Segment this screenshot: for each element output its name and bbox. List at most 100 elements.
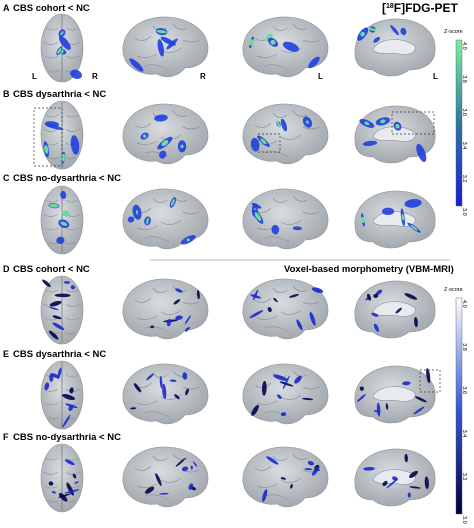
activation-cluster	[282, 375, 290, 390]
activation-cluster	[74, 481, 79, 484]
activation-cluster	[159, 150, 167, 159]
brain-pet-row3-medial	[354, 190, 436, 249]
side-label-l-lateral: L	[318, 72, 323, 81]
brain-surface	[122, 446, 209, 508]
activation-cluster	[184, 326, 190, 332]
panel-d-letter: D	[3, 264, 10, 274]
activation-cluster	[362, 140, 378, 146]
colorbar-tick-label: 3.4	[461, 142, 467, 150]
activation-cluster	[311, 287, 324, 294]
activation-cluster	[144, 486, 155, 494]
activation-cluster	[61, 210, 70, 217]
activation-cluster	[296, 319, 303, 331]
activation-cluster	[162, 383, 167, 400]
colorbar-tick-label: 3.4	[461, 430, 467, 438]
activation-cluster	[157, 39, 165, 57]
activation-cluster	[395, 123, 400, 129]
activation-cluster	[252, 289, 259, 301]
panel-e-title: CBS dysarthria < NC	[13, 349, 106, 360]
activation-cluster	[290, 483, 293, 489]
side-label-l-medial: L	[433, 72, 438, 81]
activation-cluster	[359, 386, 364, 391]
brain-surface	[242, 103, 329, 165]
brain-pet-row2-lateral-left	[242, 103, 329, 165]
activation-cluster	[130, 407, 137, 410]
brain-pet-row1-lateral-right	[122, 16, 209, 78]
brain-surface	[40, 443, 84, 513]
brain-surface	[122, 188, 209, 250]
activation-cluster	[173, 299, 181, 305]
activation-cluster	[60, 221, 68, 226]
brain-vbm-row5-dorsal	[40, 360, 84, 430]
activation-cluster	[277, 394, 282, 399]
panel-c-letter: C	[3, 173, 10, 183]
pet-colorbar-ticks: 4.0 3.8 3.6 3.4 3.2 3.0	[461, 42, 467, 216]
activation-cluster	[44, 145, 49, 154]
activation-cluster	[49, 300, 62, 307]
activation-cluster	[301, 397, 314, 401]
brain-surface	[354, 18, 436, 77]
activation-cluster	[72, 473, 77, 479]
colorbar-tick-label: 3.8	[461, 343, 467, 351]
activation-cluster	[70, 285, 75, 290]
activation-cluster	[356, 394, 366, 403]
activation-cluster	[174, 394, 180, 400]
activation-cluster	[62, 394, 75, 401]
brain-vbm-row6-lateral-right	[122, 446, 209, 508]
activation-cluster	[159, 375, 163, 389]
panel-a-title: CBS cohort < NC	[13, 3, 90, 14]
activation-cluster	[414, 316, 418, 328]
activation-cluster	[280, 477, 286, 480]
highlight-box-b-medial	[391, 111, 435, 135]
panel-b-letter: B	[3, 89, 10, 99]
activation-cluster	[424, 476, 429, 490]
activation-cluster	[58, 36, 71, 50]
activation-cluster	[254, 212, 262, 221]
activation-cluster	[366, 293, 372, 301]
activation-cluster	[381, 207, 395, 216]
activation-cluster	[166, 318, 172, 327]
activation-cluster	[376, 402, 381, 417]
activation-cluster	[426, 368, 431, 384]
activation-cluster	[409, 470, 418, 479]
colorbar-tick-label: 3.6	[461, 108, 467, 116]
activation-cluster	[416, 143, 427, 163]
activation-cluster	[360, 31, 365, 37]
activation-cluster	[133, 383, 142, 393]
brain-pet-row1-dorsal	[40, 13, 84, 83]
activation-cluster	[161, 140, 169, 147]
brain-pet-row1-lateral-left	[242, 16, 329, 78]
side-label-r-lateral: R	[200, 72, 206, 81]
activation-cluster	[51, 491, 56, 494]
activation-cluster	[251, 404, 259, 416]
activation-cluster	[292, 226, 303, 231]
panel-d-title: CBS cohort < NC	[13, 264, 90, 275]
activation-cluster	[129, 58, 144, 72]
activation-cluster	[54, 293, 71, 298]
brain-vbm-row6-lateral-left	[242, 446, 329, 508]
brain-pet-row2-lateral-right	[122, 103, 209, 165]
brain-surface	[40, 360, 84, 430]
panel-f-title: CBS no-dysarthria < NC	[13, 432, 121, 443]
activation-cluster	[261, 380, 267, 396]
activation-cluster	[375, 289, 383, 296]
brain-surface	[242, 188, 329, 250]
panel-c-title: CBS no-dysarthria < NC	[13, 173, 121, 184]
activation-cluster	[196, 289, 200, 300]
activation-cluster	[48, 481, 54, 486]
activation-cluster	[42, 279, 51, 288]
brain-pet-row3-dorsal	[40, 185, 84, 255]
activation-cluster	[390, 25, 399, 36]
activation-cluster	[64, 459, 75, 466]
activation-cluster	[175, 457, 186, 467]
activation-cluster	[401, 214, 405, 221]
activation-cluster	[44, 121, 60, 127]
vbm-colorbar	[455, 297, 463, 515]
brain-vbm-row4-lateral-right	[122, 278, 209, 340]
colorbar-tick-label: 3.8	[461, 75, 467, 83]
pet-colorbar-label: Z-score	[444, 29, 463, 35]
brain-renderings	[40, 13, 436, 513]
activation-cluster	[57, 47, 62, 54]
activation-cluster	[52, 322, 65, 331]
